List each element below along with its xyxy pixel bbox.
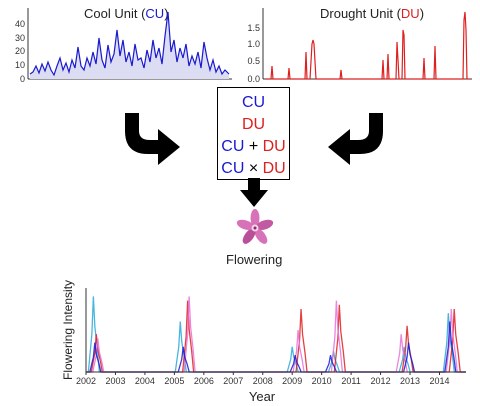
flowering-intensity-chart: Flowering Intensity Year 2002 2003 2004 200… xyxy=(61,280,466,404)
model-sum-row: CU + DU xyxy=(218,136,289,158)
flower-icon xyxy=(236,209,274,244)
x-tick-label: 2003 xyxy=(105,376,125,386)
model-times-operator: × xyxy=(248,160,259,177)
x-tick-label: 2009 xyxy=(282,376,302,386)
down-arrow-shape xyxy=(240,178,268,207)
drought-unit-abbr: DU xyxy=(400,6,420,21)
x-tick-label: 2006 xyxy=(194,376,214,386)
model-product-row: CU × DU xyxy=(218,158,289,180)
cool-unit-ytick: 0 xyxy=(20,74,25,84)
drought-unit-plot: 0.0 0.5 1.0 1.5 xyxy=(247,8,472,84)
x-tick-label: 2004 xyxy=(135,376,155,386)
drought-unit-series xyxy=(266,11,470,80)
x-tick-label: 2008 xyxy=(253,376,273,386)
model-du-row: DU xyxy=(218,114,289,136)
model-cu: CU xyxy=(241,94,266,111)
right-curved-arrow xyxy=(328,113,383,165)
model-combinations-box: CU DU CU + DU CU × DU xyxy=(217,87,290,180)
x-tick-label: 2005 xyxy=(164,376,184,386)
cool-unit-title: Cool Unit (CU) xyxy=(84,6,169,21)
model-cu-row: CU xyxy=(218,92,289,114)
x-axis-label: Year xyxy=(249,389,276,404)
x-tick-label: 2002 xyxy=(76,376,96,386)
model-product-cu: CU xyxy=(221,160,245,177)
drought-unit-ytick: 1.5 xyxy=(247,23,260,33)
cool-unit-abbr: CU xyxy=(145,6,165,21)
y-axis-label: Flowering Intensity xyxy=(61,280,75,380)
x-tick-label: 2012 xyxy=(371,376,391,386)
drought-unit-title-prefix: Drought Unit ( xyxy=(320,6,401,21)
drought-unit-ytick: 0.5 xyxy=(247,56,260,66)
drought-unit-title: Drought Unit (DU) xyxy=(320,6,424,21)
cool-unit-plot: 0 10 20 30 40 xyxy=(15,8,232,84)
model-plus-operator: + xyxy=(248,138,259,155)
cool-unit-series xyxy=(29,11,230,77)
cool-unit-ytick: 30 xyxy=(15,33,25,43)
x-tick-label: 2013 xyxy=(400,376,420,386)
cool-unit-area xyxy=(30,12,229,79)
model-product-du: DU xyxy=(262,160,286,177)
series-line-3 xyxy=(86,321,466,373)
cool-unit-ytick: 10 xyxy=(15,60,25,70)
x-tick-label: 2010 xyxy=(312,376,332,386)
model-sum-cu: CU xyxy=(221,138,245,155)
series-line-1 xyxy=(86,300,466,373)
drought-unit-ytick: 0.0 xyxy=(247,74,260,84)
left-arrow-shape xyxy=(125,113,180,165)
flowering-label: Flowering xyxy=(226,252,283,267)
drought-unit-ytick: 1.0 xyxy=(247,39,260,49)
x-tick-label: 2014 xyxy=(429,376,449,386)
right-arrow-shape xyxy=(328,113,383,165)
cool-unit-ytick: 40 xyxy=(15,19,25,29)
cool-unit-ytick: 20 xyxy=(15,46,25,56)
cool-unit-title-prefix: Cool Unit ( xyxy=(84,6,146,21)
x-tick-label: 2011 xyxy=(341,376,360,386)
series-line-2 xyxy=(86,296,466,373)
down-arrow xyxy=(240,178,268,207)
model-sum-du: DU xyxy=(262,138,286,155)
model-du: DU xyxy=(241,116,266,133)
series-line-0 xyxy=(86,296,466,373)
left-curved-arrow xyxy=(125,113,180,165)
x-tick-label: 2007 xyxy=(223,376,243,386)
cool-unit-title-suffix: ) xyxy=(164,6,169,21)
drought-unit-title-suffix: ) xyxy=(419,6,425,21)
